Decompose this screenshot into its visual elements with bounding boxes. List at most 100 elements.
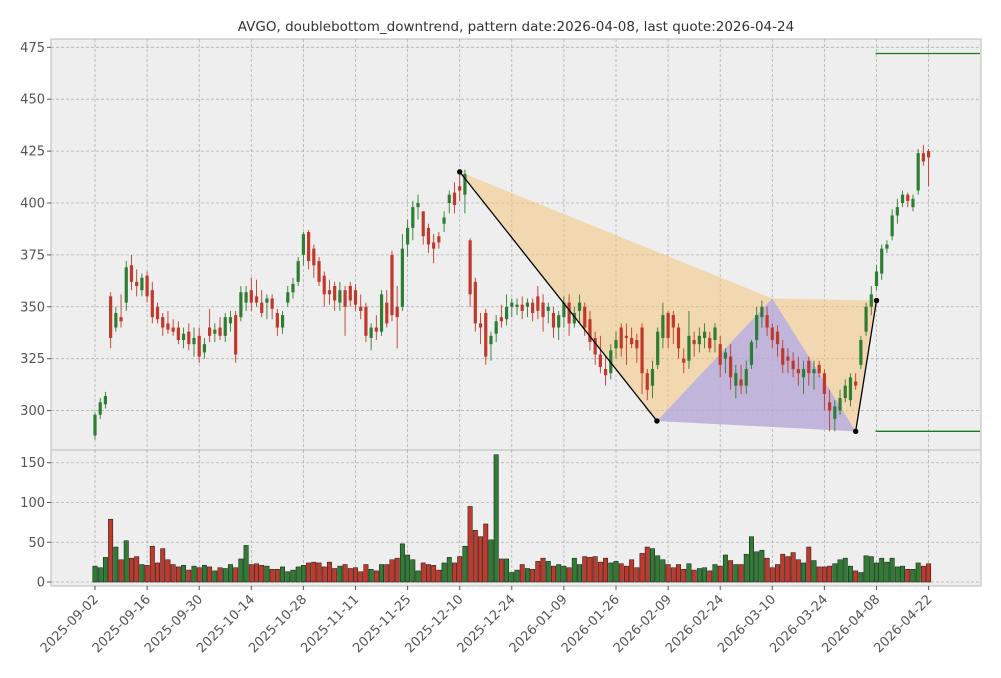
volume-bar xyxy=(603,557,609,583)
candle-body xyxy=(463,173,467,195)
volume-bar xyxy=(207,566,213,583)
candle-body xyxy=(385,302,389,324)
candle-body xyxy=(687,335,691,361)
pattern-point xyxy=(873,297,880,304)
volume-bar xyxy=(295,566,301,583)
candle-body xyxy=(577,302,582,311)
volume-bar xyxy=(254,563,259,583)
volume-bar xyxy=(795,559,801,583)
volume-bars xyxy=(92,454,932,583)
candle-body xyxy=(254,296,259,303)
volume-bar xyxy=(702,567,708,583)
candle-body xyxy=(265,298,269,303)
candle-body xyxy=(807,360,811,374)
volume-bar xyxy=(717,565,723,583)
volume-bar xyxy=(592,556,598,583)
volume-bar xyxy=(248,564,254,583)
volume-bar xyxy=(837,559,843,583)
volume-bar xyxy=(160,548,166,583)
candle-body xyxy=(161,317,165,328)
candle-body xyxy=(135,281,139,287)
candle-body xyxy=(541,302,545,318)
candle-body xyxy=(640,327,644,374)
candle-body xyxy=(859,339,863,365)
volume-bar xyxy=(874,562,879,583)
volume-bar xyxy=(149,545,155,583)
candle-body xyxy=(280,315,285,328)
candle-body xyxy=(208,327,212,336)
volume-bar xyxy=(405,554,411,583)
volume-bar xyxy=(639,553,645,583)
pattern-point xyxy=(457,169,463,175)
candle-body xyxy=(765,315,769,328)
candle-body xyxy=(416,202,420,208)
candle-body xyxy=(317,261,321,282)
volume-bar xyxy=(118,559,124,583)
volume-bar xyxy=(613,561,619,583)
price-tick-label: 350 xyxy=(20,300,45,315)
candle-body xyxy=(645,373,649,390)
candle-body xyxy=(796,369,800,374)
volume-bar xyxy=(634,567,640,583)
candle-body xyxy=(572,313,576,324)
candle-body xyxy=(359,306,363,311)
volume-bar xyxy=(415,570,421,583)
candle-body xyxy=(327,290,332,295)
candle-body xyxy=(786,356,790,361)
volume-bar xyxy=(431,565,437,583)
volume-bar xyxy=(519,564,525,583)
volume-bar xyxy=(821,566,827,583)
candle-body xyxy=(515,304,519,307)
volume-bar xyxy=(811,560,817,583)
volume-bar xyxy=(425,564,431,583)
candle-body xyxy=(145,275,149,297)
candle-body xyxy=(723,352,728,359)
pattern-fill-blue xyxy=(656,298,856,432)
volume-bar xyxy=(670,567,676,583)
volume-tick-label: 0 xyxy=(37,576,45,591)
volume-bar xyxy=(764,557,770,583)
volume-bar xyxy=(587,557,593,583)
volume-bar xyxy=(290,569,296,583)
volume-bar xyxy=(769,567,775,583)
volume-bar xyxy=(269,569,275,583)
volume-bar xyxy=(749,536,754,583)
volume-bar xyxy=(493,454,499,583)
volume-bar xyxy=(212,570,218,583)
candle-body xyxy=(864,306,868,332)
volume-bar xyxy=(337,565,343,583)
candle-body xyxy=(338,290,342,303)
volume-bar xyxy=(191,565,197,583)
candle-body xyxy=(619,327,623,349)
candle-body xyxy=(421,211,425,237)
volume-bar xyxy=(759,549,765,583)
candle-body xyxy=(567,302,571,324)
candle-body xyxy=(697,335,701,345)
volume-tick-label: 150 xyxy=(20,456,45,471)
pattern-point xyxy=(852,428,859,435)
volume-bar xyxy=(97,567,103,583)
candle-body xyxy=(223,317,227,336)
volume-bar xyxy=(910,569,916,583)
volume-bar xyxy=(775,564,780,583)
candle-body xyxy=(406,227,410,245)
candle-body xyxy=(927,151,931,158)
volume-bar xyxy=(514,569,520,583)
volume-bar xyxy=(259,565,265,583)
candle-body xyxy=(890,215,894,237)
volume-bar xyxy=(707,570,713,583)
volume-bar xyxy=(884,561,890,583)
volume-bar xyxy=(728,560,734,583)
volume-bar xyxy=(665,564,671,583)
volume-bar xyxy=(655,555,661,583)
volume-bar xyxy=(306,562,312,583)
volume-bar xyxy=(827,565,833,583)
volume-bar xyxy=(368,569,374,583)
volume-bar xyxy=(832,563,838,583)
price-tick-label: 300 xyxy=(20,404,45,419)
candle-body xyxy=(624,335,629,338)
candle-body xyxy=(713,327,717,340)
candle-body xyxy=(452,192,457,206)
volume-bar xyxy=(853,570,859,583)
